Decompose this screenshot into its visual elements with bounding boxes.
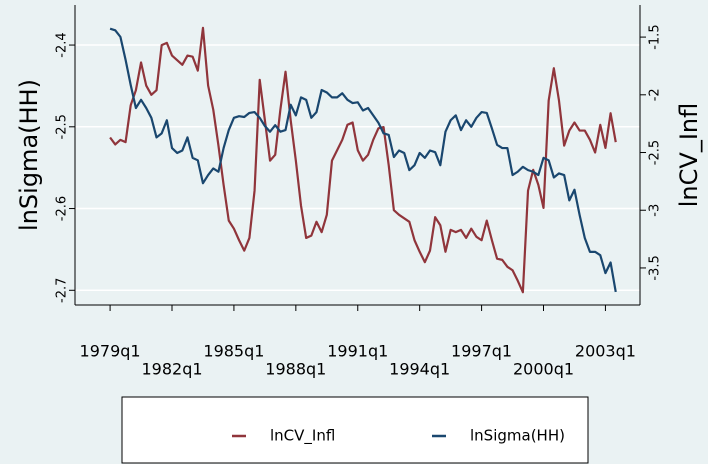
legend-label: lnCV_Infl (270, 427, 335, 446)
y2-tick-label: -1.5 (648, 24, 663, 49)
y-axis-title: lnSigma(HH) (15, 79, 43, 231)
x-tick-label: 1994q1 (389, 360, 450, 379)
x-tick-label: 2000q1 (513, 360, 574, 379)
series-line (109, 27, 617, 293)
y2-tick-label: -3 (648, 204, 663, 217)
y-tick-label: -2.7 (55, 278, 70, 303)
series-line (109, 26, 617, 294)
y-tick-label: -2.6 (55, 196, 70, 221)
y2-tick-label: -2 (648, 88, 663, 101)
x-tick-label: 1985q1 (203, 342, 264, 361)
x-tick-label: 1979q1 (80, 342, 141, 361)
x-tick-label: 2003q1 (575, 342, 636, 361)
y-tick-label: -2.4 (55, 32, 70, 57)
legend-label: lnSigma(HH) (470, 427, 565, 445)
x-tick-label: 1997q1 (451, 342, 512, 361)
y-tick-label: -2.5 (55, 114, 70, 139)
legend (121, 396, 589, 464)
x-tick-label: 1988q1 (265, 360, 326, 379)
y2-axis-title: lnCV_Infl (675, 103, 703, 207)
y2-tick-label: -2.5 (648, 140, 663, 165)
y2-tick-label: -3.5 (648, 255, 663, 280)
x-tick-label: 1982q1 (141, 360, 202, 379)
x-tick-label: 1991q1 (327, 342, 388, 361)
